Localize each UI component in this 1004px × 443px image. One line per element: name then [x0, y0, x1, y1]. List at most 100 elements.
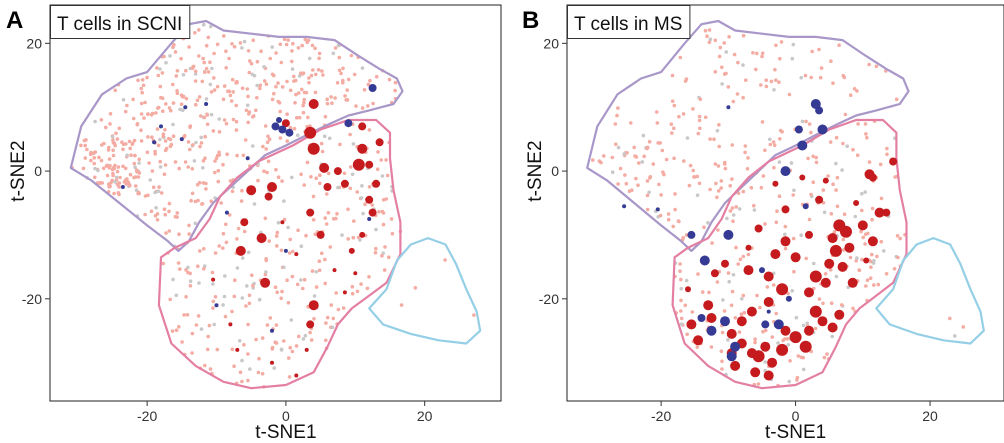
cell-point-background — [335, 81, 340, 85]
cell-point-background — [215, 42, 220, 47]
cell-point-background — [212, 88, 217, 92]
cell-point-background — [224, 222, 228, 227]
cell-point-background — [741, 95, 745, 100]
cell-point-neutral — [276, 220, 281, 225]
cell-point-background — [948, 316, 952, 321]
cell-point-background — [285, 112, 289, 116]
cell-point-background — [225, 152, 229, 156]
plot-frame — [49, 4, 502, 402]
cell-point-background — [624, 181, 629, 186]
cell-point-neutral — [772, 88, 776, 92]
cell-point-background — [123, 166, 128, 171]
cell-point-background — [155, 127, 160, 131]
cell-point-background — [783, 224, 788, 229]
cell-point-background — [290, 49, 294, 53]
cell-point-neutral — [799, 75, 803, 80]
cell-point-background — [278, 109, 283, 114]
cell-point-background — [167, 209, 171, 214]
cell-point-background — [783, 337, 787, 341]
cell-point-expanded — [853, 200, 860, 206]
cell-point-background — [188, 271, 192, 276]
cell-point-background — [713, 38, 718, 43]
cell-point-background — [132, 138, 137, 143]
cell-point-background — [230, 309, 234, 314]
cell-point-background — [224, 49, 228, 53]
cell-point-neutral — [299, 278, 303, 282]
cell-point-expanded — [306, 208, 315, 217]
cell-point-background — [734, 245, 738, 250]
cell-point-expanded — [763, 370, 774, 381]
cell-point-expanded — [889, 157, 898, 166]
cell-point-background — [629, 121, 633, 125]
cell-point-background — [203, 363, 207, 368]
cell-point-background — [186, 140, 191, 144]
cell-point-background — [350, 291, 355, 296]
cell-point-background — [89, 152, 93, 157]
cell-point-background — [321, 73, 325, 77]
cell-point-background — [714, 181, 718, 186]
cell-point-background — [136, 175, 141, 179]
cell-point-neutral — [282, 199, 286, 203]
cell-point-neutral — [789, 161, 794, 165]
cell-point-background — [300, 43, 305, 48]
cell-point-background — [614, 142, 618, 147]
y-axis-title: t-SNE2 — [8, 140, 29, 201]
cell-point-background — [348, 165, 353, 169]
cell-point-background — [293, 78, 298, 83]
cell-point-background — [690, 310, 695, 314]
cell-point-background — [760, 54, 764, 59]
cell-point-background — [108, 164, 112, 168]
cell-point-background — [109, 180, 113, 185]
cell-point-background — [817, 297, 822, 301]
cell-point-neutral — [197, 281, 201, 285]
cell-point-background — [872, 283, 876, 287]
cell-point-background — [373, 250, 378, 255]
panel-title: T cells in MS — [574, 14, 682, 35]
cell-point-background — [325, 192, 329, 196]
cell-point-background — [625, 151, 629, 155]
cell-point-background — [137, 157, 141, 162]
cell-point-background — [257, 356, 261, 361]
y-tick-label: -20 — [22, 291, 42, 307]
cell-point-background — [177, 166, 181, 171]
cell-point-background — [296, 228, 300, 233]
cell-point-background — [349, 53, 354, 58]
cell-point-other — [723, 229, 734, 240]
cell-point-neutral — [262, 65, 266, 69]
cell-point-expanded — [840, 225, 852, 238]
cell-point-neutral — [217, 117, 221, 121]
cell-point-background — [772, 283, 776, 287]
cell-point-background — [287, 356, 291, 360]
cell-point-background — [258, 83, 263, 88]
cell-point-background — [697, 114, 702, 119]
cell-point-other — [152, 140, 157, 145]
cell-point-neutral — [783, 232, 787, 237]
cell-point-background — [346, 77, 351, 82]
cell-point-other — [344, 119, 353, 128]
cell-point-neutral — [240, 256, 245, 260]
cell-point-background — [196, 198, 200, 203]
cell-point-neutral — [212, 322, 216, 327]
cell-point-neutral — [822, 210, 827, 215]
cell-point-background — [234, 81, 238, 85]
cell-point-background — [334, 216, 338, 221]
cell-point-background — [101, 166, 106, 171]
cell-point-expanded — [809, 270, 822, 283]
cell-point-neutral — [834, 274, 839, 279]
cell-point-neutral — [684, 278, 689, 283]
cell-point-background — [205, 347, 210, 352]
cell-point-background — [274, 323, 279, 327]
cell-point-background — [108, 122, 112, 126]
cell-point-background — [896, 255, 900, 260]
cell-point-background — [317, 259, 322, 264]
cell-point-neutral — [290, 175, 294, 180]
cell-point-neutral — [299, 244, 304, 248]
cell-point-other — [622, 204, 627, 209]
cell-point-neutral — [791, 42, 796, 47]
cell-point-background — [259, 49, 263, 53]
cell-point-background — [230, 77, 235, 82]
cell-point-background — [879, 239, 884, 244]
cell-point-background — [231, 117, 236, 122]
cell-point-expanded — [726, 328, 737, 339]
cell-point-background — [726, 271, 731, 275]
